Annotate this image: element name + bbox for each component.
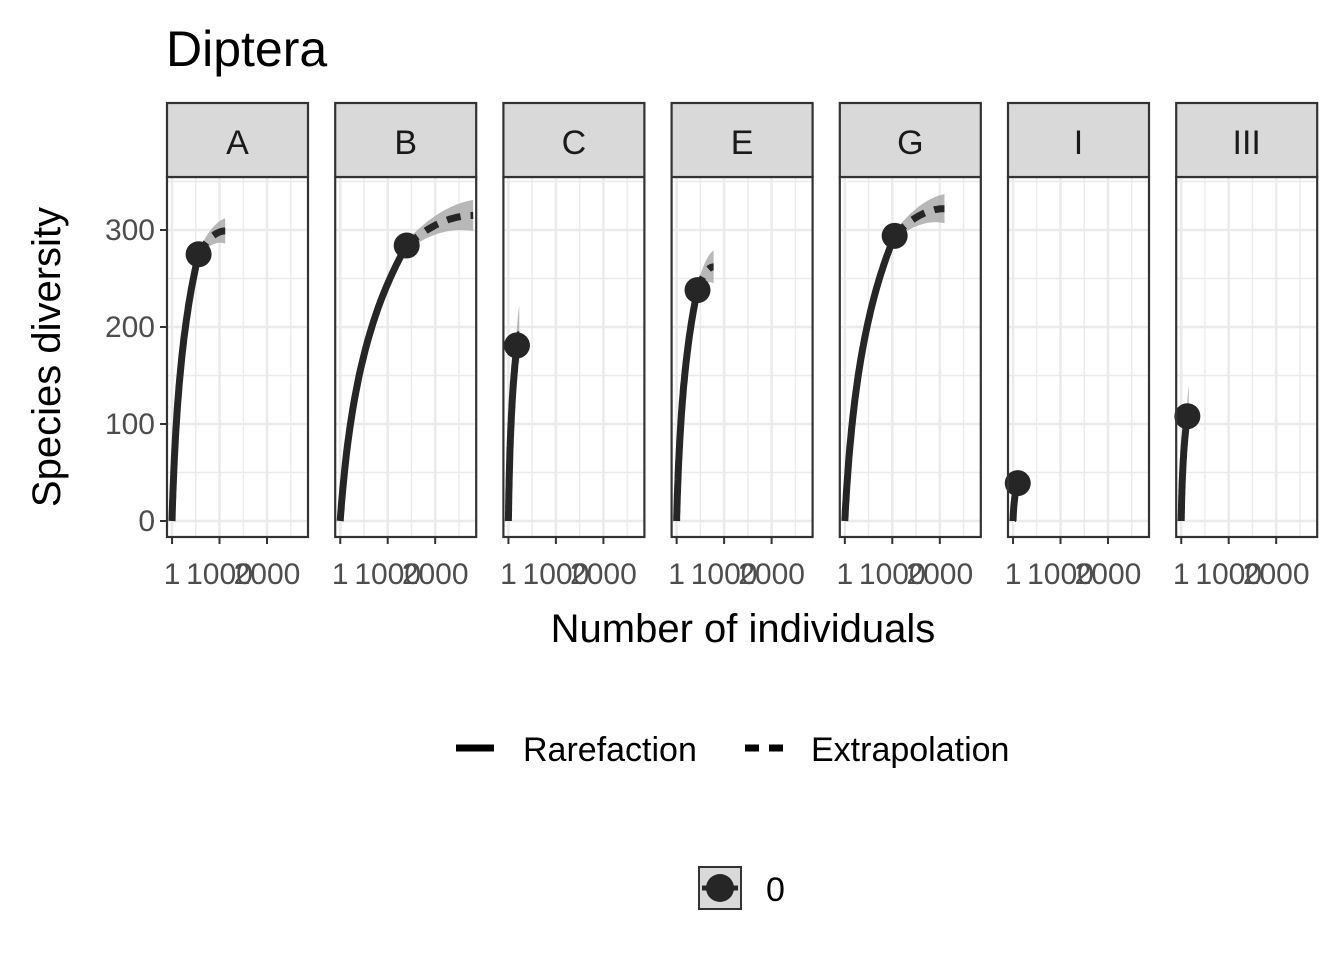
x-axis-title: Number of individuals <box>551 607 936 651</box>
rarefaction-line <box>336 243 410 524</box>
x-tick-label: 1000 <box>859 558 926 591</box>
rarefaction-line <box>673 289 701 523</box>
x-tick-label: 1 <box>332 558 349 591</box>
rarefaction-line <box>841 234 898 524</box>
x-tick-label: 1000 <box>691 558 758 591</box>
facet-strip <box>334 101 478 179</box>
facet-strip <box>165 101 310 179</box>
legend-linetype: Rarefaction Extrapolation <box>456 731 1009 769</box>
confidence-band <box>688 250 714 346</box>
facet-strip-label: B <box>394 124 417 162</box>
legend-point: 0 <box>698 866 785 910</box>
x-tick-label: 1 <box>837 558 854 591</box>
legend-label-point: 0 <box>766 871 785 909</box>
facet-strip-label: C <box>562 124 587 162</box>
x-tick-label: 1 <box>500 558 517 591</box>
x-tick-label: 1000 <box>523 558 590 591</box>
x-tick-label: 1000 <box>354 558 421 591</box>
x-tick-label: 2000 <box>1075 558 1142 591</box>
facet-strip-label: A <box>226 124 249 162</box>
x-tick-label: 1 <box>668 558 685 591</box>
facet-strip-label: III <box>1233 124 1261 162</box>
x-tick-label: 1 <box>164 558 181 591</box>
panel-background <box>1008 177 1149 537</box>
rarefaction-line <box>1177 414 1191 522</box>
x-tick-label: 1000 <box>1195 558 1262 591</box>
facet-strip <box>1006 101 1151 179</box>
x-tick-label: 2000 <box>234 558 301 591</box>
x-tick-label: 2000 <box>1243 558 1310 591</box>
observed-point <box>1004 470 1031 497</box>
x-tick-label: 1000 <box>186 558 253 591</box>
x-tick-label: 2000 <box>402 558 469 591</box>
y-tick-label: 0 <box>138 505 155 538</box>
panel-background <box>167 177 308 537</box>
chart-title: Diptera <box>166 21 327 77</box>
x-tick-label: 2000 <box>906 558 973 591</box>
confidence-band <box>376 199 474 312</box>
y-tick-label: 300 <box>105 214 155 247</box>
legend-label-rarefaction: Rarefaction <box>523 731 697 769</box>
y-tick-label: 200 <box>105 311 155 344</box>
facet-strip <box>1175 101 1319 179</box>
confidence-band <box>872 194 945 305</box>
facet-strip <box>670 101 814 179</box>
y-tick-label: 100 <box>105 408 155 441</box>
facet-strip-label: E <box>731 124 754 162</box>
x-tick-label: 1000 <box>1027 558 1094 591</box>
panel-background <box>503 177 645 537</box>
x-tick-label: 1 <box>1005 558 1022 591</box>
y-axis: 0 100 200 300 <box>105 214 167 538</box>
panel-background <box>1176 177 1318 537</box>
observed-point <box>684 277 711 304</box>
observed-point <box>503 332 530 359</box>
observed-point <box>881 222 908 249</box>
x-tick-label: 2000 <box>738 558 805 591</box>
x-tick-label: 2000 <box>570 558 637 591</box>
panel-background <box>671 177 813 537</box>
legend-label-extrapolation: Extrapolation <box>811 731 1009 769</box>
facet-strip <box>502 101 646 179</box>
legend-key-point-marker <box>706 874 734 902</box>
rarefaction-line <box>504 344 521 522</box>
observed-point <box>1174 403 1201 430</box>
observed-point <box>393 232 420 259</box>
rarefaction-line <box>168 253 203 523</box>
facet-strip-label: I <box>1074 124 1083 162</box>
y-axis-title: Species diversity <box>25 207 69 507</box>
facet-strip-label: G <box>897 124 923 162</box>
facet-strip <box>838 101 982 179</box>
confidence-band <box>186 218 226 319</box>
observed-point <box>185 241 212 268</box>
x-tick-label: 1 <box>1173 558 1190 591</box>
